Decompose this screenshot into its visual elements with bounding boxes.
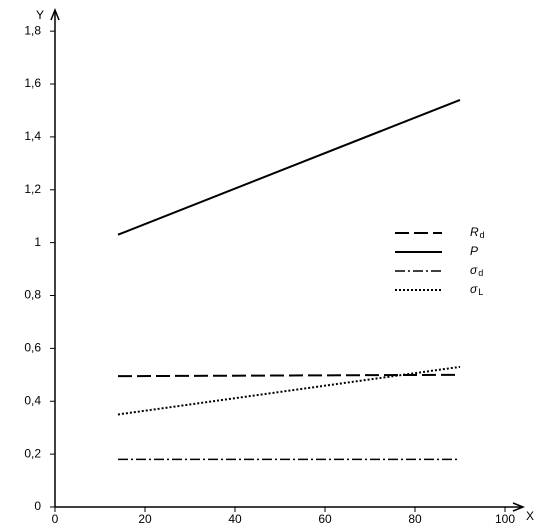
x-tick-label: 100 <box>495 512 515 526</box>
legend-sub: d <box>480 230 485 240</box>
y-arrow <box>50 7 60 21</box>
y-tick-label: 1,6 <box>24 76 41 90</box>
legend-label: σd <box>470 263 483 278</box>
y-tick-label: 0,2 <box>24 446 41 460</box>
y-tick-label: 1,8 <box>24 23 41 37</box>
x-arrow <box>512 502 526 512</box>
y-tick-label: 0,4 <box>24 393 41 407</box>
y-axis-label: Y <box>36 8 44 22</box>
x-tick-label: 80 <box>408 512 422 526</box>
y-tick-label: 0 <box>34 499 41 513</box>
y-tick-label: 0,6 <box>24 341 41 355</box>
x-tick-label: 60 <box>318 512 332 526</box>
legend-main: σ <box>470 263 478 277</box>
legend-label: P <box>470 244 478 258</box>
x-tick-label: 20 <box>138 512 152 526</box>
y-tick-label: 1,4 <box>24 129 41 143</box>
legend-main: R <box>470 225 479 239</box>
series-line <box>117 98 461 236</box>
series-line <box>117 365 461 416</box>
legend-label: Rd <box>470 225 485 240</box>
legend-main: P <box>470 244 478 258</box>
legend-label: σL <box>470 282 483 297</box>
series-line <box>117 373 461 378</box>
x-tick-label: 40 <box>228 512 242 526</box>
legend-main: σ <box>470 282 478 296</box>
y-tick-label: 0,8 <box>24 288 41 302</box>
legend-sub: L <box>478 287 483 297</box>
legend-sub: d <box>478 268 483 278</box>
x-axis-label: X <box>526 509 534 523</box>
y-tick-label: 1 <box>34 235 41 249</box>
y-tick-label: 1,2 <box>24 182 41 196</box>
x-tick-label: 0 <box>52 512 59 526</box>
